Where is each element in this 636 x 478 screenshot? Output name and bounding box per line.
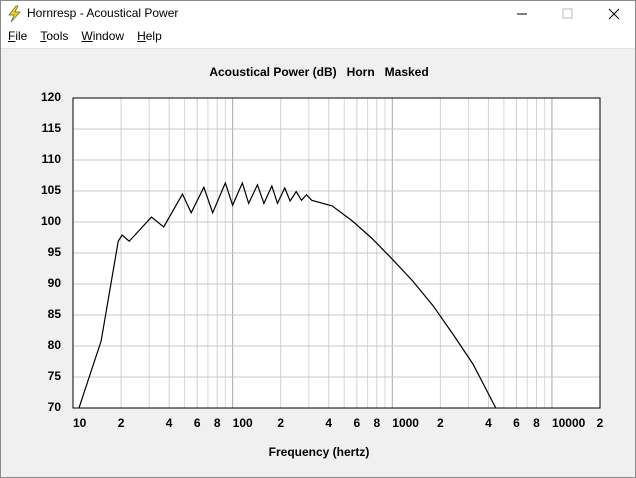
x-tick-label: 8 — [533, 416, 540, 430]
menu-item[interactable]: Window — [81, 29, 125, 43]
y-tick-label: 120 — [41, 90, 61, 104]
x-tick-label: 4 — [485, 416, 492, 430]
x-tick-label: 6 — [513, 416, 520, 430]
y-tick-label: 110 — [42, 152, 62, 166]
menu-item[interactable]: Help — [137, 29, 162, 43]
x-tick-label: 6 — [194, 416, 201, 430]
x-tick-label: 2 — [597, 416, 604, 430]
maximize[interactable] — [562, 8, 573, 19]
close[interactable] — [608, 8, 620, 20]
x-tick-label: 2 — [277, 416, 284, 430]
y-tick-label: 85 — [48, 307, 62, 321]
window-title: Hornresp - Acoustical Power — [27, 6, 179, 20]
menu-item[interactable]: Tools — [40, 29, 69, 43]
window-controls[interactable] — [505, 1, 635, 27]
title-bar: Hornresp - Acoustical Power — [1, 1, 635, 27]
chart: Acoustical Power (dB) Horn Masked Freque… — [41, 65, 604, 459]
x-tick-label: 8 — [373, 416, 380, 430]
y-tick-label: 75 — [48, 369, 62, 383]
x-tick-label: 10000 — [552, 416, 586, 430]
menu-item[interactable]: File — [8, 29, 28, 43]
menu-bar: File Tools Window Help — [1, 27, 635, 49]
y-tick-label: 90 — [48, 276, 62, 290]
x-tick-label: 4 — [325, 416, 332, 430]
x-tick-label: 4 — [166, 416, 173, 430]
x-tick-label: 10 — [73, 416, 87, 430]
y-tick-label: 95 — [48, 245, 62, 259]
x-tick-label: 2 — [118, 416, 125, 430]
y-tick-label: 70 — [48, 400, 62, 414]
y-tick-label: 80 — [48, 338, 62, 352]
x-tick-label: 2 — [437, 416, 444, 430]
x-tick-label: 1000 — [392, 416, 419, 430]
y-tick-label: 105 — [41, 183, 61, 197]
y-tick-label: 115 — [42, 121, 62, 135]
y-tick-label: 100 — [41, 214, 61, 228]
x-axis-label: Frequency (hertz) — [269, 445, 370, 459]
x-tick-label: 6 — [354, 416, 361, 430]
app-icon — [8, 5, 21, 23]
chart-title: Acoustical Power (dB) Horn Masked — [209, 65, 428, 79]
x-tick-label: 8 — [214, 416, 221, 430]
x-tick-label: 100 — [233, 416, 253, 430]
data-line — [78, 181, 497, 409]
plot-frame — [72, 97, 601, 409]
